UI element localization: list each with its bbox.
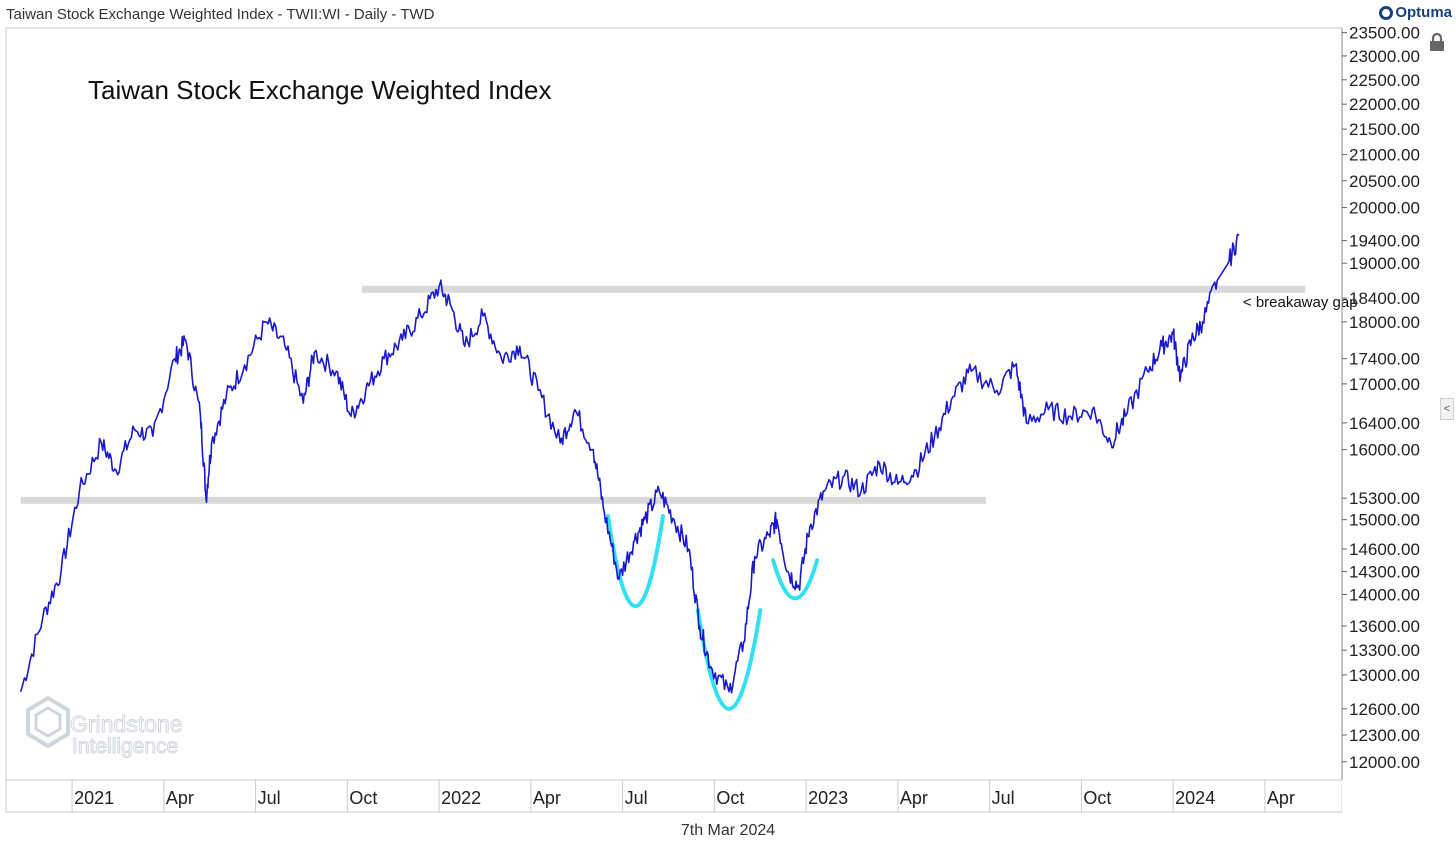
optuma-logo: Optuma — [1379, 4, 1452, 21]
x-tick-label: Apr — [533, 788, 561, 808]
chart-title: Taiwan Stock Exchange Weighted Index — [88, 75, 551, 105]
watermark-line1: Grindstone — [70, 711, 183, 737]
y-tick-label: 14600.00 — [1349, 540, 1420, 559]
support-resistance-layer — [20, 285, 1306, 504]
time-axis-area[interactable] — [5, 779, 1343, 813]
series-line-0 — [19, 233, 1240, 694]
x-tick-label: Oct — [716, 788, 744, 808]
y-tick-label: 18400.00 — [1349, 289, 1420, 308]
y-tick-label: 15300.00 — [1349, 489, 1420, 508]
time-axis[interactable]: 2021 Apr Jul Oct 2022 Apr Jul Oct 2023 Apr Jul Oct 2… — [71, 780, 1295, 812]
y-tick-label: 18000.00 — [1349, 313, 1420, 332]
y-tick-label: 16400.00 — [1349, 414, 1420, 433]
price-axis-area[interactable] — [1342, 28, 1454, 812]
y-tick-label: 19400.00 — [1349, 232, 1420, 251]
optuma-mark-icon — [1379, 5, 1394, 20]
x-tick-label: Apr — [900, 788, 928, 808]
y-tick-label: 21500.00 — [1349, 120, 1420, 139]
x-tick-label: Jul — [258, 788, 281, 808]
y-tick-label: 12000.00 — [1349, 753, 1420, 772]
y-tick-label: 17400.00 — [1349, 350, 1420, 369]
brand-name: Optuma — [1395, 4, 1452, 21]
x-tick-label: Apr — [1267, 788, 1295, 808]
grindstone-hex-icon — [26, 695, 70, 749]
x-tick-label: Oct — [1083, 788, 1111, 808]
y-tick-label: 23000.00 — [1349, 47, 1420, 66]
y-tick-label: 16000.00 — [1349, 441, 1420, 460]
y-tick-label: 13600.00 — [1349, 617, 1420, 636]
y-tick-label: 19000.00 — [1349, 254, 1420, 273]
y-tick-label: 21000.00 — [1349, 146, 1420, 165]
watermark-line2: Intelligence — [72, 735, 178, 758]
pattern-right-shoulder — [771, 558, 820, 601]
lock-icon[interactable] — [1427, 32, 1447, 52]
y-tick-label: 22500.00 — [1349, 71, 1420, 90]
plot-area — [5, 27, 1343, 781]
x-tick-label: 2021 — [74, 788, 114, 808]
grindstone-inner-hex-icon — [34, 706, 62, 738]
x-tick-label: Apr — [166, 788, 194, 808]
y-tick-label: 14000.00 — [1349, 586, 1420, 605]
window-title: Taiwan Stock Exchange Weighted Index - T… — [6, 6, 435, 23]
y-tick-label: 12600.00 — [1349, 700, 1420, 719]
footer-date: 7th Mar 2024 — [680, 822, 776, 839]
x-tick-label: Jul — [992, 788, 1015, 808]
x-tick-label: 2024 — [1175, 788, 1215, 808]
y-tick-label: 13300.00 — [1349, 641, 1420, 660]
pattern-left-shoulder — [605, 514, 665, 608]
y-tick-label: 23500.00 — [1349, 24, 1420, 43]
series-layer — [19, 233, 1240, 694]
chevron-left-icon[interactable]: < — [1440, 398, 1454, 420]
x-tick-label: 2023 — [808, 788, 848, 808]
y-tick-label: 17000.00 — [1349, 375, 1420, 394]
x-tick-label: 2022 — [441, 788, 481, 808]
annotation-layer: < breakaway gap — [1243, 294, 1358, 311]
annotation-breakaway-gap: < breakaway gap — [1243, 294, 1358, 311]
x-tick-label: Jul — [625, 788, 648, 808]
y-tick-label: 13000.00 — [1349, 666, 1420, 685]
price-axis[interactable]: 23500.00 23000.00 22500.00 22000.00 21500.00… — [1341, 24, 1420, 780]
y-tick-label: 14300.00 — [1349, 563, 1420, 582]
y-tick-label: 22000.00 — [1349, 95, 1420, 114]
grindstone-watermark: Grindstone Intelligence — [26, 695, 183, 759]
y-tick-label: 12300.00 — [1349, 726, 1420, 745]
y-tick-label: 15000.00 — [1349, 511, 1420, 530]
x-tick-label: Oct — [349, 788, 377, 808]
y-tick-label: 20000.00 — [1349, 199, 1420, 218]
y-tick-label: 20500.00 — [1349, 172, 1420, 191]
